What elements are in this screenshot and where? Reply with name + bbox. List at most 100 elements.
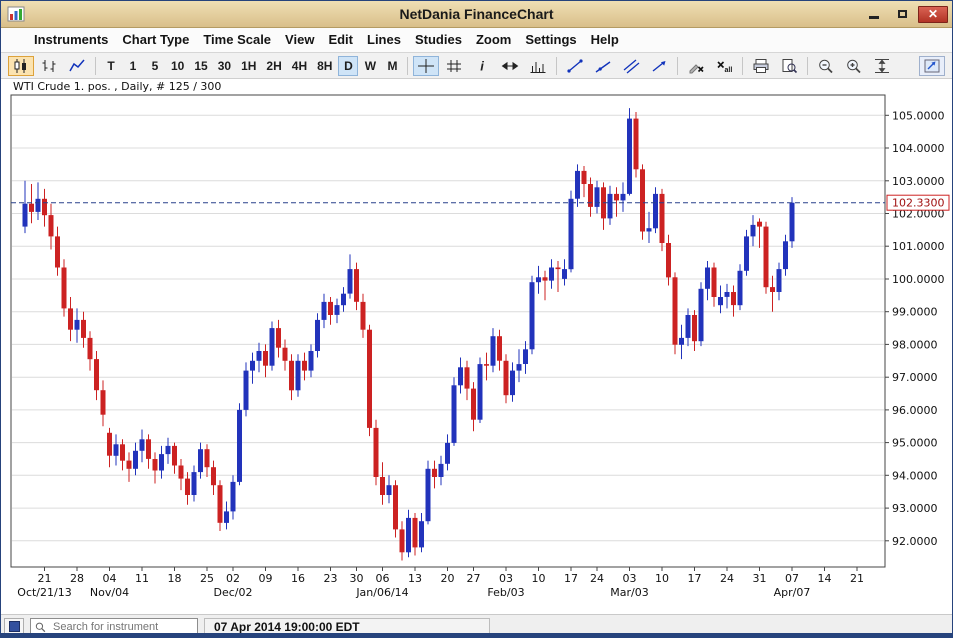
svg-text:06: 06 [376,572,390,585]
chart-area: WTI Crude 1. pos. , Daily, # 125 / 300 92… [1,79,952,614]
svg-text:23: 23 [324,572,338,585]
svg-text:100.0000: 100.0000 [892,273,945,286]
menu-instruments[interactable]: Instruments [34,32,109,47]
title-bar[interactable]: NetDania FinanceChart ✕ [1,1,952,28]
chart-instrument-label: WTI Crude 1. pos. , Daily, # 125 / 300 [13,80,221,93]
svg-text:92.0000: 92.0000 [892,535,938,548]
info-button[interactable]: i [469,56,495,76]
svg-text:17: 17 [688,572,702,585]
instrument-status-icon [8,621,20,632]
last-price-label: 102.3300 [886,194,950,211]
svg-text:10: 10 [655,572,669,585]
print-button[interactable] [748,56,774,76]
maximize-button[interactable] [889,6,916,23]
svg-text:Nov/04: Nov/04 [90,586,129,599]
bar-chart-button[interactable] [36,56,62,76]
candlestick-chart-icon [14,58,26,73]
menu-view[interactable]: View [285,32,315,47]
svg-text:03: 03 [623,572,637,585]
arrow-line-button[interactable] [646,56,672,76]
grid-toggle-button[interactable] [441,56,467,76]
volume-icon [530,61,546,73]
fit-vertical-button[interactable] [869,56,895,76]
horizontal-scroll-icon [502,61,519,70]
scale-monthly-button[interactable]: M [387,58,398,73]
print-icon [753,58,769,73]
x-axis-labels: 21 28 04 11 18 25 02 09 16 23 30 06 13 20 27 03 10 17 24 03… [17,567,864,599]
candles [22,108,795,561]
minimize-icon [868,15,879,19]
svg-text:Apr/07: Apr/07 [774,586,811,599]
volume-button[interactable] [525,56,551,76]
maximize-icon [898,10,907,18]
menu-settings[interactable]: Settings [525,32,577,47]
remove-drawing-icon [689,63,705,73]
svg-text:30: 30 [350,572,364,585]
scale-2hour-button[interactable]: 2H [266,58,282,73]
svg-text:04: 04 [103,572,117,585]
scale-tick-button[interactable]: T [107,58,115,73]
svg-text:all: all [725,67,733,74]
candlestick-chart-button[interactable] [8,55,34,76]
zoom-in-button[interactable] [841,56,867,76]
scale-5min-button[interactable]: 5 [151,58,159,73]
remove-drawing-button[interactable] [683,56,709,76]
side-panel-toggle-button[interactable] [919,55,945,76]
price-chart[interactable]: WTI Crude 1. pos. , Daily, # 125 / 300 92… [1,79,952,609]
remove-all-drawings-button[interactable]: all [711,56,737,76]
toolbar-separator [95,56,96,75]
semi-line-button[interactable] [590,56,616,76]
instrument-status-button[interactable] [4,617,24,633]
svg-text:28: 28 [70,572,84,585]
channel-lines-button[interactable] [618,56,644,76]
svg-text:07: 07 [785,572,799,585]
svg-text:105.0000: 105.0000 [892,109,945,122]
scale-4hour-button[interactable]: 4H [291,58,308,73]
menu-time-scale[interactable]: Time Scale [203,32,272,47]
instrument-search-box[interactable] [30,617,198,634]
svg-text:102.0000: 102.0000 [892,208,945,221]
scale-weekly-button[interactable]: W [364,58,377,73]
svg-text:103.0000: 103.0000 [892,175,945,188]
horizontal-scroll-button[interactable] [497,56,523,76]
bar-chart-icon [42,59,56,72]
grid-toggle-icon [447,59,462,72]
scale-1hour-button[interactable]: 1H [241,58,257,73]
menu-zoom[interactable]: Zoom [475,32,512,47]
minimize-button[interactable] [860,6,887,23]
svg-text:25: 25 [200,572,214,585]
trend-line-icon [567,58,584,73]
svg-text:17: 17 [564,572,578,585]
menu-chart-type[interactable]: Chart Type [122,32,190,47]
channel-lines-icon [624,59,640,73]
scale-30min-button[interactable]: 30 [217,58,232,73]
scale-8hour-button[interactable]: 8H [317,58,333,73]
crosshair-button[interactable] [413,55,440,76]
app-icon [7,6,25,22]
search-icon [34,620,48,634]
svg-text:11: 11 [135,572,149,585]
menu-studies[interactable]: Studies [414,32,462,47]
svg-text:24: 24 [590,572,604,585]
scale-10min-button[interactable]: 10 [171,58,185,73]
scale-15min-button[interactable]: 15 [194,58,208,73]
svg-text:20: 20 [441,572,455,585]
svg-text:Jan/06/14: Jan/06/14 [355,586,408,599]
timestamp-panel: 07 Apr 2014 19:00:00 EDT [204,617,490,633]
scale-1min-button[interactable]: 1 [129,58,137,73]
menu-lines[interactable]: Lines [367,32,401,47]
svg-text:93.0000: 93.0000 [892,502,938,515]
svg-text:27: 27 [467,572,481,585]
print-preview-button[interactable] [776,56,802,76]
trend-line-button[interactable] [562,56,588,76]
svg-text:95.0000: 95.0000 [892,437,938,450]
menu-edit[interactable]: Edit [328,32,353,47]
search-input[interactable] [51,619,194,633]
line-chart-button[interactable] [64,56,90,76]
zoom-out-button[interactable] [813,56,839,76]
menu-help[interactable]: Help [590,32,619,47]
svg-text:03: 03 [499,572,513,585]
close-button[interactable]: ✕ [918,5,948,23]
scale-daily-button[interactable]: D [338,55,359,76]
